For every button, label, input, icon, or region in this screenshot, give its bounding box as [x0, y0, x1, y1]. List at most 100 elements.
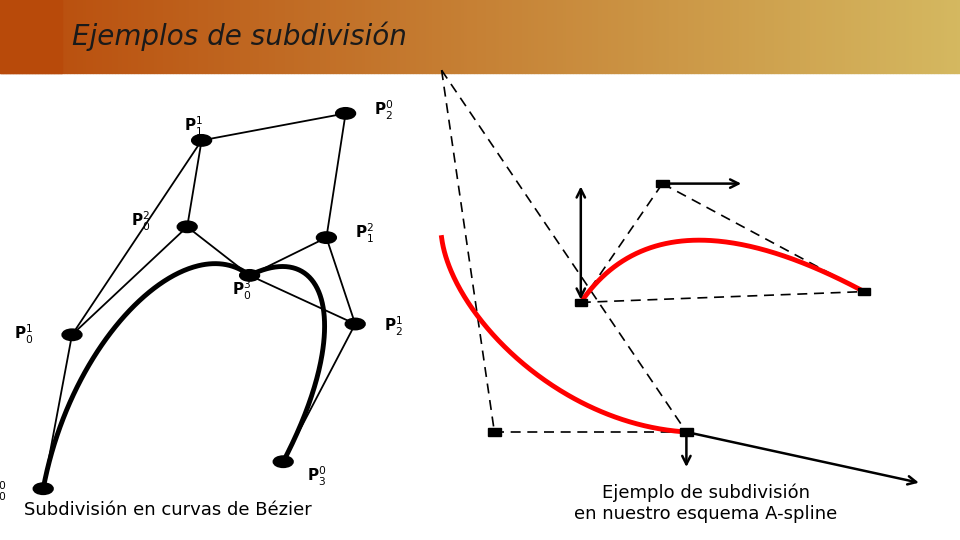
Bar — [3, 0, 7, 73]
Bar — [564, 0, 566, 73]
Bar — [89, 0, 93, 73]
Bar — [185, 0, 189, 73]
Bar — [151, 0, 154, 73]
Bar — [874, 0, 876, 73]
Bar — [730, 0, 732, 73]
Bar — [598, 0, 602, 73]
Bar — [614, 0, 617, 73]
Bar — [19, 0, 22, 73]
Bar — [531, 0, 535, 73]
Bar — [228, 0, 230, 73]
Bar — [67, 0, 70, 73]
Bar — [880, 0, 883, 73]
Bar — [74, 0, 77, 73]
Bar — [336, 0, 339, 73]
Bar — [592, 0, 595, 73]
Bar — [758, 0, 761, 73]
Bar — [636, 0, 640, 73]
Bar — [32, 0, 36, 73]
Bar — [442, 0, 444, 73]
Text: $\mathbf{P}_1^2$: $\mathbf{P}_1^2$ — [355, 222, 374, 245]
Bar — [832, 0, 835, 73]
Bar — [919, 0, 922, 73]
Bar — [10, 0, 12, 73]
Bar — [650, 0, 653, 73]
Bar — [358, 0, 362, 73]
Bar — [470, 0, 473, 73]
Bar — [694, 0, 698, 73]
Text: Ejemplo de subdivisión
en nuestro esquema A-spline: Ejemplo de subdivisión en nuestro esquem… — [574, 484, 837, 523]
Bar — [780, 0, 784, 73]
Bar — [826, 0, 828, 73]
Bar — [605, 0, 608, 73]
Bar — [576, 0, 579, 73]
Circle shape — [34, 483, 53, 494]
Bar — [509, 0, 512, 73]
Circle shape — [336, 108, 355, 119]
Bar — [608, 0, 612, 73]
Bar — [444, 0, 448, 73]
Bar — [141, 0, 144, 73]
Bar — [0, 0, 3, 73]
Bar — [867, 0, 871, 73]
Bar — [103, 0, 106, 73]
Bar — [804, 0, 806, 73]
Bar — [723, 0, 727, 73]
Bar — [372, 0, 374, 73]
Bar — [631, 0, 634, 73]
Bar — [51, 0, 55, 73]
Bar — [425, 0, 429, 73]
Bar — [473, 0, 477, 73]
Bar — [252, 0, 256, 73]
Bar — [448, 0, 451, 73]
Bar — [454, 0, 458, 73]
Bar — [247, 0, 250, 73]
Bar — [701, 0, 704, 73]
Bar — [128, 0, 132, 73]
Bar — [41, 0, 45, 73]
Bar — [240, 0, 243, 73]
Bar — [96, 0, 99, 73]
Bar — [400, 0, 403, 73]
Bar — [928, 0, 931, 73]
Bar — [295, 0, 298, 73]
Bar — [586, 0, 588, 73]
Text: $\mathbf{P}_1^1$: $\mathbf{P}_1^1$ — [184, 116, 204, 138]
Bar — [902, 0, 905, 73]
Circle shape — [317, 232, 336, 243]
Bar — [518, 0, 521, 73]
Bar — [176, 0, 180, 73]
Bar — [896, 0, 900, 73]
Bar — [262, 0, 266, 73]
Bar — [890, 0, 893, 73]
Bar — [806, 0, 809, 73]
Bar — [646, 0, 650, 73]
Bar — [461, 0, 464, 73]
Bar — [22, 0, 26, 73]
Bar — [413, 0, 416, 73]
Bar — [922, 0, 924, 73]
Bar — [218, 0, 221, 73]
Bar — [909, 0, 912, 73]
Bar — [160, 0, 163, 73]
Bar — [775, 0, 778, 73]
Bar — [787, 0, 790, 73]
Bar — [214, 0, 218, 73]
Bar — [790, 0, 794, 73]
Bar — [230, 0, 233, 73]
Bar — [566, 0, 569, 73]
Bar — [521, 0, 525, 73]
Bar — [343, 0, 346, 73]
Bar — [680, 429, 693, 435]
Bar — [60, 0, 64, 73]
Bar — [941, 0, 944, 73]
Bar — [221, 0, 224, 73]
Bar — [640, 0, 643, 73]
Bar — [118, 0, 122, 73]
Bar — [669, 0, 672, 73]
Bar — [574, 299, 588, 306]
Bar — [346, 0, 348, 73]
Bar — [38, 0, 41, 73]
Bar — [765, 0, 768, 73]
Bar — [468, 0, 470, 73]
